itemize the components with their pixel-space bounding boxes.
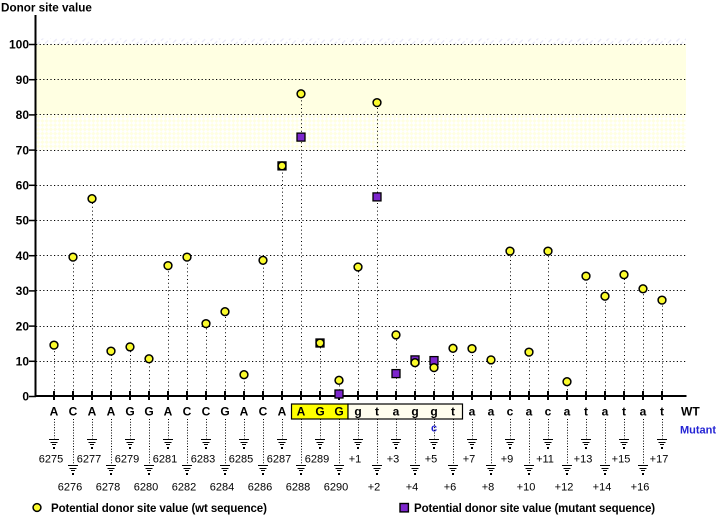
svg-text:6287: 6287 [267, 454, 291, 466]
svg-text:+17: +17 [650, 454, 669, 466]
svg-text:6278: 6278 [96, 482, 120, 494]
svg-text:C: C [259, 405, 268, 419]
svg-text:t: t [584, 405, 588, 419]
svg-text:6282: 6282 [172, 482, 196, 494]
svg-text:t: t [660, 405, 664, 419]
svg-text:6276: 6276 [58, 482, 82, 494]
svg-text:Donor site value: Donor site value [1, 2, 92, 15]
svg-text:C: C [202, 405, 211, 419]
svg-text:+15: +15 [612, 454, 631, 466]
svg-text:+14: +14 [593, 482, 612, 494]
svg-text:t: t [375, 405, 379, 419]
svg-text:c: c [545, 405, 552, 419]
svg-text:G: G [315, 405, 324, 419]
svg-text:+1: +1 [349, 454, 362, 466]
svg-text:6285: 6285 [229, 454, 253, 466]
svg-text:C: C [183, 405, 192, 419]
svg-text:Mutant: Mutant [680, 425, 716, 437]
svg-text:a: a [640, 405, 647, 419]
svg-text:G: G [125, 405, 134, 419]
svg-text:A: A [297, 405, 306, 419]
svg-text:+4: +4 [406, 482, 419, 494]
svg-text:60: 60 [16, 179, 30, 193]
svg-text:70: 70 [16, 143, 30, 157]
svg-text:80: 80 [16, 108, 30, 122]
svg-text:a: a [488, 405, 495, 419]
svg-text:100: 100 [9, 38, 29, 52]
svg-text:6280: 6280 [134, 482, 158, 494]
svg-text:G: G [144, 405, 153, 419]
svg-text:+5: +5 [425, 454, 438, 466]
svg-text:G: G [334, 405, 343, 419]
svg-text:t: t [451, 405, 455, 419]
svg-text:40: 40 [16, 249, 30, 263]
svg-text:A: A [88, 405, 97, 419]
svg-text:6279: 6279 [115, 454, 139, 466]
svg-text:G: G [220, 405, 229, 419]
svg-text:WT: WT [681, 405, 700, 419]
svg-text:Potential donor site value (mu: Potential donor site value (mutant seque… [414, 503, 655, 515]
svg-text:g: g [411, 405, 418, 419]
svg-text:6290: 6290 [324, 482, 348, 494]
svg-text:C: C [69, 405, 78, 419]
svg-text:Potential donor site value (wt: Potential donor site value (wt sequence) [51, 503, 267, 515]
svg-text:6281: 6281 [153, 454, 177, 466]
svg-text:t: t [622, 405, 626, 419]
svg-text:+12: +12 [555, 482, 574, 494]
svg-text:6277: 6277 [77, 454, 101, 466]
svg-text:20: 20 [16, 319, 30, 333]
svg-text:a: a [393, 405, 400, 419]
svg-text:a: a [526, 405, 533, 419]
svg-text:c: c [507, 405, 514, 419]
svg-text:90: 90 [16, 73, 30, 87]
svg-text:+8: +8 [482, 482, 495, 494]
svg-text:g: g [354, 405, 361, 419]
svg-text:a: a [602, 405, 609, 419]
svg-text:A: A [164, 405, 173, 419]
svg-text:+13: +13 [574, 454, 593, 466]
svg-text:a: a [564, 405, 571, 419]
svg-text:+11: +11 [536, 454, 554, 466]
svg-text:6288: 6288 [286, 482, 310, 494]
svg-text:+16: +16 [631, 482, 650, 494]
svg-text:6275: 6275 [39, 454, 63, 466]
svg-text:A: A [107, 405, 116, 419]
svg-text:10: 10 [16, 355, 30, 369]
svg-text:6284: 6284 [210, 482, 234, 494]
svg-text:30: 30 [16, 284, 30, 298]
svg-text:6289: 6289 [305, 454, 329, 466]
svg-text:+6: +6 [444, 482, 457, 494]
svg-text:50: 50 [16, 214, 30, 228]
svg-text:g: g [430, 405, 437, 419]
svg-text:6286: 6286 [248, 482, 272, 494]
svg-text:c: c [431, 423, 437, 435]
svg-text:a: a [469, 405, 476, 419]
svg-text:A: A [50, 405, 59, 419]
svg-text:A: A [278, 405, 287, 419]
svg-text:+9: +9 [501, 454, 514, 466]
svg-text:0: 0 [22, 390, 29, 404]
svg-text:6283: 6283 [191, 454, 215, 466]
svg-text:+7: +7 [463, 454, 476, 466]
svg-text:+3: +3 [387, 454, 400, 466]
svg-text:A: A [240, 405, 249, 419]
svg-text:+2: +2 [368, 482, 381, 494]
svg-text:+10: +10 [517, 482, 536, 494]
